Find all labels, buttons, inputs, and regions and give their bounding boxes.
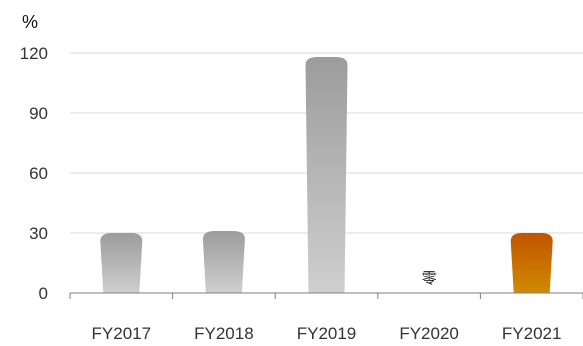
x-axis — [69, 292, 583, 299]
value-labels: 零 — [422, 269, 437, 287]
x-tick-label-fy2021: FY2021 — [502, 324, 562, 343]
x-tick-label-fy2017: FY2017 — [92, 324, 152, 343]
y-tick-label-30: 30 — [29, 224, 48, 243]
y-axis-tick-labels: 0 30 60 90 120 — [20, 44, 48, 303]
x-axis-tick-labels: FY2017 FY2018 FY2019 FY2020 FY2021 — [92, 324, 562, 343]
x-tick-label-fy2019: FY2019 — [297, 324, 357, 343]
y-axis-unit-label: % — [22, 12, 38, 32]
y-tick-label-120: 120 — [20, 44, 48, 63]
value-label-fy2020: 零 — [422, 269, 437, 287]
x-tick-label-fy2018: FY2018 — [194, 324, 254, 343]
x-tick-label-fy2020: FY2020 — [399, 324, 459, 343]
y-tick-label-90: 90 — [29, 104, 48, 123]
bar-fy2021 — [510, 233, 553, 293]
bar-fy2019 — [305, 57, 348, 293]
y-tick-label-0: 0 — [39, 284, 48, 303]
bar-fy2018 — [202, 231, 245, 293]
bar-fy2017 — [100, 233, 143, 293]
y-tick-label-60: 60 — [29, 164, 48, 183]
bars — [100, 57, 553, 293]
